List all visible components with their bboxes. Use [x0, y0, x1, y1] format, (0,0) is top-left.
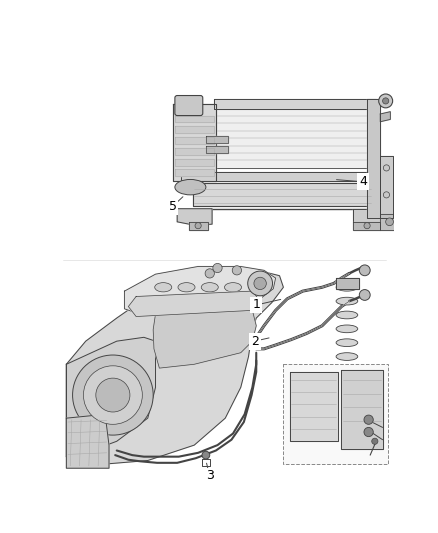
Ellipse shape: [201, 282, 218, 292]
Polygon shape: [175, 137, 214, 144]
Circle shape: [364, 427, 373, 437]
Polygon shape: [67, 272, 283, 464]
Ellipse shape: [336, 297, 358, 305]
Polygon shape: [336, 278, 359, 289]
Circle shape: [383, 165, 389, 171]
Ellipse shape: [155, 282, 172, 292]
Ellipse shape: [336, 311, 358, 319]
Circle shape: [386, 218, 393, 225]
Circle shape: [364, 223, 370, 229]
FancyBboxPatch shape: [175, 95, 203, 116]
Circle shape: [83, 366, 142, 424]
Polygon shape: [153, 310, 256, 368]
Circle shape: [248, 271, 272, 296]
Polygon shape: [67, 337, 155, 457]
Polygon shape: [380, 112, 390, 122]
Circle shape: [195, 223, 201, 229]
Polygon shape: [177, 209, 212, 225]
Polygon shape: [181, 172, 380, 181]
Polygon shape: [175, 148, 214, 155]
Circle shape: [372, 438, 378, 445]
Polygon shape: [173, 104, 216, 181]
Circle shape: [232, 265, 241, 275]
Polygon shape: [175, 116, 214, 123]
Text: 5: 5: [169, 200, 177, 213]
Text: 3: 3: [206, 470, 214, 482]
Bar: [283, 364, 388, 464]
Polygon shape: [214, 109, 376, 168]
Polygon shape: [189, 222, 208, 230]
Ellipse shape: [336, 339, 358, 346]
Ellipse shape: [336, 284, 358, 291]
Polygon shape: [124, 266, 276, 314]
Ellipse shape: [336, 381, 358, 388]
Polygon shape: [342, 370, 382, 449]
Ellipse shape: [336, 353, 358, 360]
Circle shape: [359, 289, 370, 301]
Polygon shape: [206, 136, 228, 142]
Polygon shape: [193, 183, 372, 206]
Circle shape: [383, 192, 389, 198]
Polygon shape: [380, 156, 393, 218]
Circle shape: [382, 98, 389, 104]
Circle shape: [359, 265, 370, 276]
Circle shape: [202, 451, 210, 459]
Circle shape: [96, 378, 130, 412]
Polygon shape: [367, 99, 380, 218]
Text: 4: 4: [359, 175, 367, 188]
Text: 1: 1: [252, 298, 260, 311]
Polygon shape: [128, 291, 260, 317]
Circle shape: [213, 263, 222, 273]
Polygon shape: [214, 99, 376, 109]
Polygon shape: [175, 126, 214, 133]
Ellipse shape: [175, 180, 206, 195]
Polygon shape: [175, 169, 214, 176]
Polygon shape: [380, 214, 399, 230]
Polygon shape: [290, 372, 338, 441]
Polygon shape: [67, 414, 109, 468]
Polygon shape: [353, 222, 380, 230]
Ellipse shape: [224, 282, 241, 292]
Circle shape: [254, 277, 266, 289]
Text: 2: 2: [251, 335, 258, 348]
Ellipse shape: [336, 325, 358, 333]
Circle shape: [205, 269, 214, 278]
Polygon shape: [175, 159, 214, 166]
Ellipse shape: [336, 367, 358, 374]
Circle shape: [379, 94, 392, 108]
Polygon shape: [206, 147, 228, 152]
Circle shape: [73, 355, 153, 435]
Polygon shape: [336, 395, 359, 406]
Ellipse shape: [178, 282, 195, 292]
Circle shape: [364, 415, 373, 424]
Polygon shape: [353, 209, 384, 227]
